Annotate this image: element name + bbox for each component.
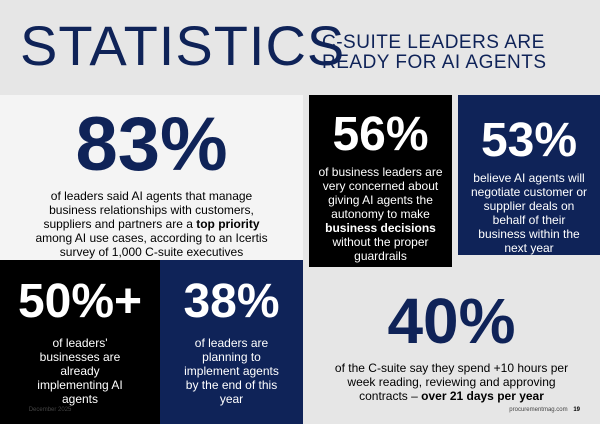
stat-value: 38% [183, 275, 280, 328]
stat-description: of business leaders are very concerned a… [318, 165, 443, 263]
stat-value: 40% [387, 285, 516, 357]
stat-card-56: 56% of business leaders are very concern… [309, 95, 452, 267]
stat-card-53: 53% believe AI agents will negotiate cus… [458, 95, 600, 255]
stat-value: 50%+ [17, 275, 143, 328]
stat-text: without the proper guardrails [332, 235, 429, 263]
footer-left: 18 December 2025 [18, 407, 71, 413]
page-number: 18 [18, 407, 25, 413]
stat-description: believe AI agents will negotiate custome… [470, 171, 588, 255]
stat-text: of leaders said AI agents that manage bu… [43, 189, 254, 231]
stat-text-bold: top priority [196, 217, 260, 231]
stat-card-38: 38% of leaders are planning to implement… [160, 260, 303, 424]
stat-card-83: 83% of leaders said AI agents that manag… [0, 95, 303, 260]
site-url: procurementmag.com [509, 407, 568, 413]
stat-text-bold: business decisions [325, 221, 436, 235]
stat-description: of the C-suite say they spend +10 hours … [322, 361, 582, 403]
issue-date: December 2025 [28, 407, 72, 413]
stat-description: of leaders' businesses are already imple… [37, 336, 123, 406]
subtitle-line-2: READY FOR AI AGENTS [322, 52, 547, 73]
stat-description: of leaders said AI agents that manage bu… [27, 189, 277, 259]
stat-value: 83% [75, 102, 228, 187]
stat-card-50: 50%+ of leaders' businesses are already … [0, 260, 160, 424]
page-subtitle: C-SUITE LEADERS ARE READY FOR AI AGENTS [322, 33, 547, 73]
stat-text-bold: over 21 days per year [421, 389, 544, 403]
stat-card-40: 40% of the C-suite say they spend +10 ho… [303, 267, 600, 424]
stat-text: among AI use cases, according to an Icer… [35, 231, 268, 259]
footer-right: procurementmag.com 19 [509, 407, 580, 413]
stat-text: of the C-suite say they spend +10 hours … [334, 361, 569, 403]
page-title: STATISTICS [20, 14, 346, 77]
stat-value: 56% [332, 108, 429, 161]
stat-description: of leaders are planning to implement age… [184, 336, 279, 406]
page-number: 19 [573, 407, 580, 413]
stat-text: of business leaders are very concerned a… [318, 165, 443, 221]
stat-value: 53% [480, 114, 578, 167]
subtitle-line-1: C-SUITE LEADERS ARE [322, 32, 545, 53]
